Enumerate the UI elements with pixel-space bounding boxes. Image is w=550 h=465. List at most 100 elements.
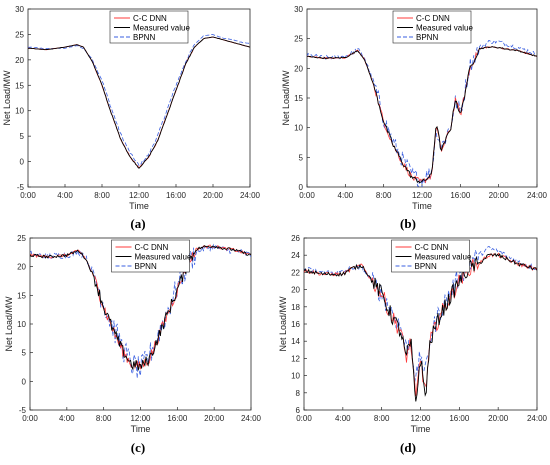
y-tick-label: 14 bbox=[291, 337, 300, 346]
x-tick-label: 24:00 bbox=[240, 191, 261, 200]
y-tick-label: 10 bbox=[294, 124, 303, 133]
y-tick-label: 25 bbox=[294, 35, 303, 44]
y-tick-label: 8 bbox=[296, 389, 301, 398]
panel-label: (c) bbox=[131, 440, 145, 455]
y-tick-label: 10 bbox=[291, 372, 300, 381]
x-tick-label: 12:00 bbox=[412, 191, 433, 200]
y-tick-label: 20 bbox=[15, 56, 24, 65]
y-tick-label: 30 bbox=[15, 5, 24, 14]
series-line-measured-value bbox=[28, 36, 250, 169]
x-tick-label: 0:00 bbox=[22, 414, 38, 423]
legend-entry: BPNN bbox=[135, 262, 157, 271]
y-tick-label: 15 bbox=[294, 94, 303, 103]
x-tick-label: 16:00 bbox=[450, 191, 471, 200]
x-tick-label: 16:00 bbox=[167, 414, 188, 423]
panel-c: 0:00 4:00 8:00 12:00 16:00 20:00 24:00 -5 0 5 10 15… bbox=[4, 234, 262, 455]
x-axis-label: Time bbox=[129, 201, 149, 211]
y-axis-label: Net Load/MW bbox=[278, 296, 288, 352]
x-tick-label: 8:00 bbox=[374, 414, 390, 423]
y-tick-label: 0 bbox=[20, 158, 25, 167]
y-tick-label: 20 bbox=[17, 263, 26, 272]
legend-entry: Measured value bbox=[415, 253, 472, 262]
legend-entry: BPNN bbox=[133, 33, 155, 42]
y-axis-label: Net Load/MW bbox=[2, 70, 12, 126]
y-tick-label: 10 bbox=[15, 107, 24, 116]
y-tick-label: 12 bbox=[291, 354, 300, 363]
x-tick-label: 8:00 bbox=[94, 191, 110, 200]
x-tick-label: 0:00 bbox=[20, 191, 36, 200]
panel-b: 0:00 4:00 8:00 12:00 16:00 20:00 24:00 0 5 10 15 20… bbox=[281, 5, 548, 231]
y-tick-label: 0 bbox=[22, 377, 27, 386]
y-tick-label: 30 bbox=[294, 5, 303, 14]
x-axis-label: Time bbox=[131, 424, 151, 434]
y-tick-label: 20 bbox=[294, 64, 303, 73]
x-tick-label: 12:00 bbox=[129, 191, 150, 200]
panel-a: 0:00 4:00 8:00 12:00 16:00 20:00 24:00 -5 0 5 10 15… bbox=[2, 5, 261, 231]
y-axis-label: Net Load/MW bbox=[4, 296, 14, 352]
y-tick-label: 25 bbox=[17, 234, 26, 243]
series-line-bpnn bbox=[28, 33, 250, 167]
y-tick-label: 10 bbox=[17, 320, 26, 329]
y-tick-label: 6 bbox=[296, 406, 301, 415]
y-tick-label: 24 bbox=[291, 251, 300, 260]
legend-entry: BPNN bbox=[415, 262, 437, 271]
y-axis-label: Net Load/MW bbox=[281, 70, 291, 126]
y-tick-label: 22 bbox=[291, 268, 300, 277]
x-tick-label: 8:00 bbox=[376, 191, 392, 200]
y-tick-label: 18 bbox=[291, 303, 300, 312]
x-tick-label: 4:00 bbox=[335, 414, 351, 423]
y-tick-label: 20 bbox=[291, 286, 300, 295]
x-tick-label: 4:00 bbox=[57, 191, 73, 200]
panel-label: (a) bbox=[130, 216, 145, 231]
legend-entry: C-C DNN bbox=[135, 243, 169, 252]
legend-entry: C-C DNN bbox=[133, 14, 167, 23]
x-tick-label: 20:00 bbox=[488, 414, 509, 423]
legend-entry: BPNN bbox=[416, 33, 438, 42]
y-tick-label: 26 bbox=[291, 234, 300, 243]
x-axis-label: Time bbox=[411, 424, 431, 434]
series-line-bpnn bbox=[30, 243, 251, 379]
legend-entry: C-C DNN bbox=[415, 243, 449, 252]
x-tick-label: 20:00 bbox=[204, 414, 225, 423]
legend-entry: Measured value bbox=[416, 24, 473, 33]
series-line-measured-value bbox=[304, 252, 537, 402]
x-tick-label: 24:00 bbox=[527, 414, 548, 423]
y-tick-label: 5 bbox=[22, 349, 27, 358]
y-tick-label: -5 bbox=[19, 406, 27, 415]
legend-entry: Measured value bbox=[135, 253, 192, 262]
x-tick-label: 0:00 bbox=[299, 191, 315, 200]
y-tick-label: 5 bbox=[299, 153, 304, 162]
x-tick-label: 20:00 bbox=[203, 191, 224, 200]
y-tick-label: 15 bbox=[15, 81, 24, 90]
x-tick-label: 16:00 bbox=[449, 414, 470, 423]
x-tick-label: 4:00 bbox=[59, 414, 75, 423]
x-tick-label: 4:00 bbox=[338, 191, 354, 200]
x-tick-label: 24:00 bbox=[241, 414, 262, 423]
legend-entry: C-C DNN bbox=[416, 14, 450, 23]
y-tick-label: 5 bbox=[20, 132, 25, 141]
y-tick-label: -5 bbox=[17, 183, 25, 192]
series-line-measured-value bbox=[307, 46, 537, 184]
y-tick-label: 16 bbox=[291, 320, 300, 329]
x-tick-label: 16:00 bbox=[166, 191, 187, 200]
x-tick-label: 0:00 bbox=[296, 414, 312, 423]
x-tick-label: 12:00 bbox=[130, 414, 151, 423]
legend-entry: Measured value bbox=[133, 24, 190, 33]
x-axis-label: Time bbox=[412, 201, 432, 211]
x-tick-label: 8:00 bbox=[96, 414, 112, 423]
x-tick-label: 20:00 bbox=[489, 191, 510, 200]
y-tick-label: 15 bbox=[17, 291, 26, 300]
x-tick-label: 24:00 bbox=[527, 191, 548, 200]
panel-d: 0:00 4:00 8:00 12:00 16:00 20:00 24:00 6 8 10 12 14… bbox=[278, 234, 548, 455]
panel-label: (d) bbox=[400, 440, 416, 455]
y-tick-label: 0 bbox=[299, 183, 304, 192]
panel-label: (b) bbox=[400, 216, 416, 231]
series-line-measured-value bbox=[30, 245, 251, 371]
x-tick-label: 12:00 bbox=[410, 414, 431, 423]
